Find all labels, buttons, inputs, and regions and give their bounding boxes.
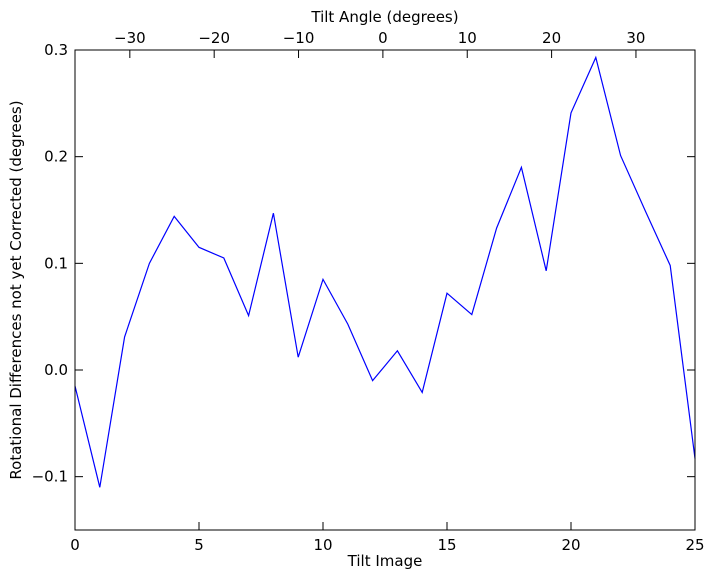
top-x-axis-title: Tilt Angle (degrees) — [310, 8, 458, 26]
plot-area — [75, 50, 695, 530]
y-tick-label: −0.1 — [32, 468, 68, 486]
top-x-tick-label: −30 — [114, 29, 146, 47]
x-tick-label: 0 — [70, 536, 80, 554]
series-line-0 — [74, 55, 696, 488]
top-x-tick-label: 20 — [542, 29, 561, 47]
series-layer — [74, 55, 696, 488]
top-x-tick-label: 0 — [378, 29, 388, 47]
x-tick-label: 10 — [313, 536, 332, 554]
plot-frame — [74, 49, 696, 531]
y-tick-label: 0.1 — [44, 254, 68, 272]
top-x-tick-label: 30 — [626, 29, 645, 47]
top-x-tick-label: −20 — [198, 29, 230, 47]
x-tick-label: 15 — [437, 536, 456, 554]
y-tick-label: 0.3 — [44, 41, 68, 59]
x-axis-title: Tilt Image — [347, 552, 423, 570]
x-tick-label: 20 — [561, 536, 580, 554]
x-tick-label: 5 — [194, 536, 204, 554]
y-tick-label: 0.0 — [44, 361, 68, 379]
tick-layer: 0 5 10 15 20 25 −30 −20 −10 0 10 20 30 −0.1 0.0 0.1 0.2 0… — [32, 29, 705, 554]
top-x-tick-label: −10 — [283, 29, 315, 47]
top-x-tick-label: 10 — [458, 29, 477, 47]
y-tick-label: 0.2 — [44, 148, 68, 166]
x-tick-label: 25 — [685, 536, 704, 554]
y-axis-title: Rotational Differences not yet Corrected… — [7, 100, 25, 479]
